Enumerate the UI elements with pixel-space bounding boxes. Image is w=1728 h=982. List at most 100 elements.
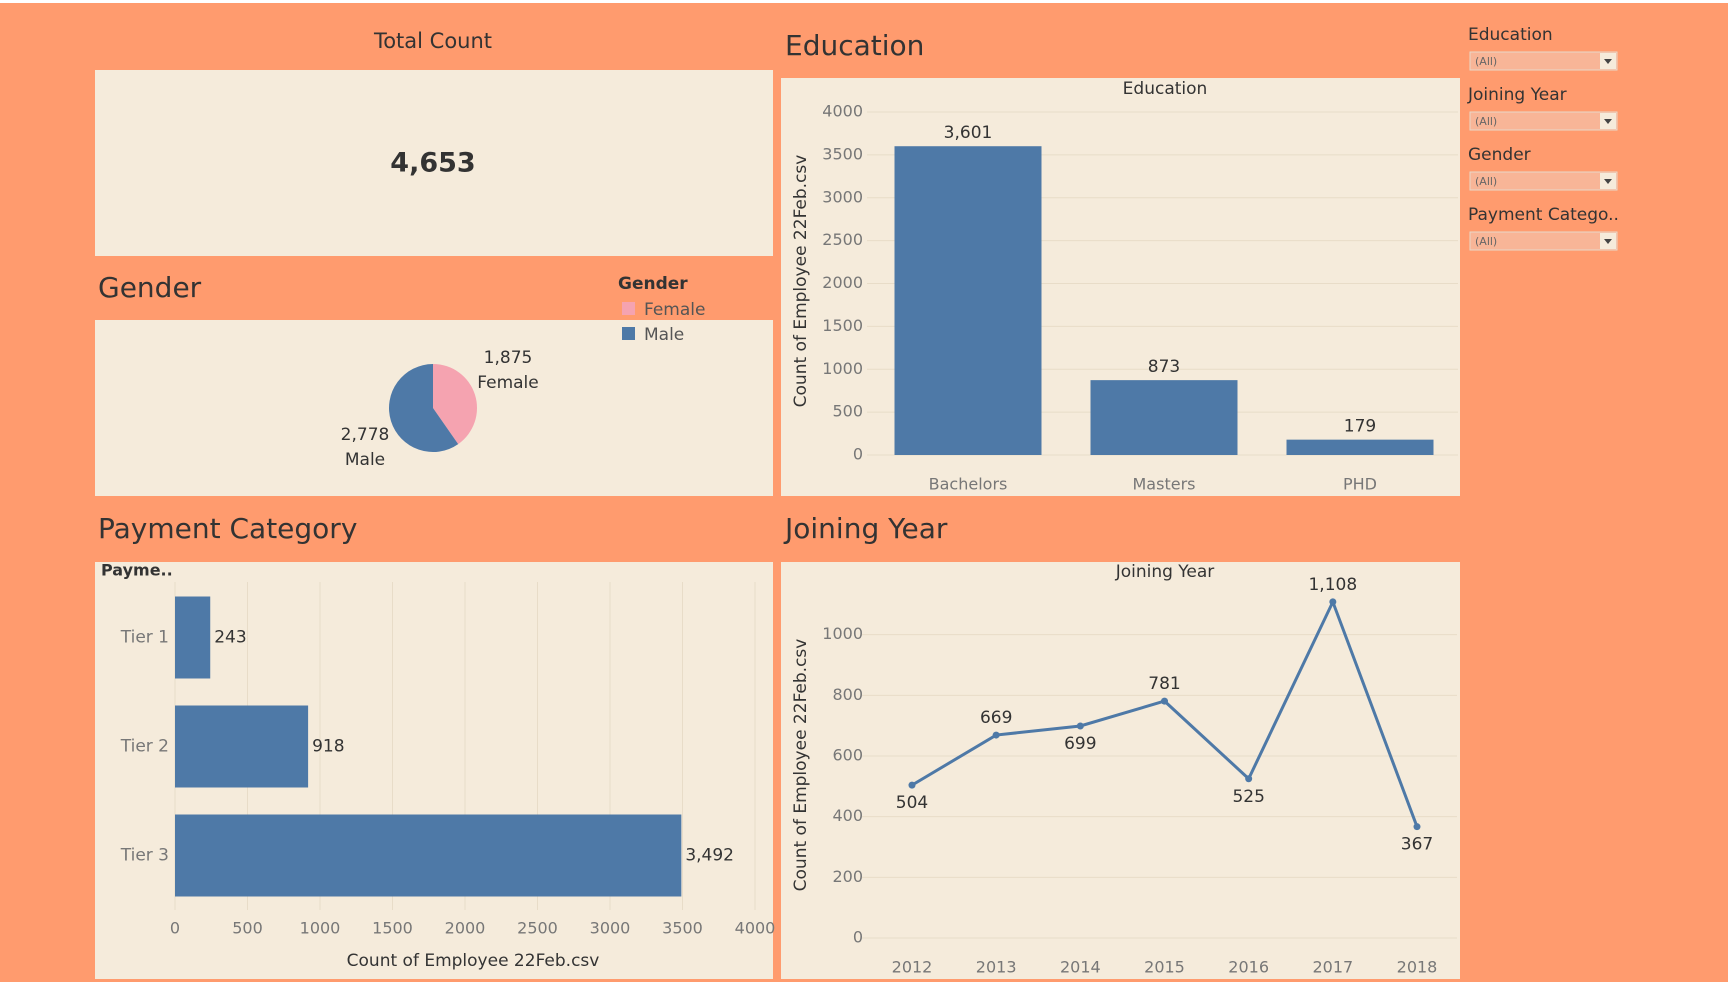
- y-tick-label: 3000: [822, 187, 863, 206]
- total-title: Total Count: [373, 29, 492, 53]
- legend-label: Male: [644, 325, 684, 345]
- y-tick-label: 600: [832, 746, 863, 765]
- section-title: Payment Category: [98, 512, 357, 545]
- bar: [1090, 380, 1238, 455]
- total-panel: [95, 70, 773, 256]
- point: [1413, 823, 1421, 831]
- x-tick-label: 2012: [892, 958, 933, 977]
- axis-header: Payme..: [101, 561, 173, 580]
- point: [1161, 697, 1168, 705]
- filter-value: (All): [1475, 235, 1497, 248]
- filter-label: Gender: [1468, 145, 1531, 165]
- y-axis-label: Count of Employee 22Feb.csv: [791, 639, 811, 892]
- section-title: Joining Year: [783, 512, 948, 545]
- bar-value-label: 243: [214, 628, 246, 648]
- filter-dropdown[interactable]: [1469, 231, 1618, 251]
- filter-label: Payment Catego..: [1468, 205, 1619, 225]
- legend-title: Gender: [618, 274, 688, 294]
- point: [1245, 775, 1253, 783]
- x-tick-label: 2015: [1144, 958, 1185, 977]
- bar-value-label: 179: [1344, 417, 1376, 437]
- legend-swatch: [622, 302, 635, 315]
- y-tick-label: Tier 1: [120, 628, 169, 648]
- pie-slice: [389, 364, 459, 452]
- x-tick-label: 2013: [976, 958, 1017, 977]
- slice-category-label: Male: [345, 450, 385, 470]
- slice-value-label: 1,875: [484, 348, 533, 368]
- section-title: Gender: [98, 271, 202, 304]
- y-axis-label: Count of Employee 22Feb.csv: [791, 155, 811, 408]
- chart-title: Education: [1123, 79, 1208, 99]
- y-tick-label: Tier 3: [120, 846, 169, 866]
- x-axis-label: Count of Employee 22Feb.csv: [347, 951, 600, 971]
- point-value-label: 669: [980, 708, 1012, 728]
- y-tick-label: 2500: [822, 230, 863, 249]
- x-tick-label: 2014: [1060, 958, 1101, 977]
- point: [1329, 598, 1337, 606]
- y-tick-label: 0: [853, 928, 863, 947]
- point-value-label: 781: [1148, 674, 1180, 694]
- x-tick-label: 2018: [1397, 958, 1438, 977]
- dropdown-arrow: [1604, 59, 1612, 64]
- y-tick-label: 2000: [822, 273, 863, 292]
- x-tick-label: 500: [232, 919, 263, 938]
- bar-value-label: 3,492: [685, 846, 734, 866]
- y-tick-label: 3500: [822, 144, 863, 163]
- x-tick-label: 2017: [1312, 958, 1353, 977]
- chart-title: Joining Year: [1115, 562, 1215, 582]
- point: [908, 781, 916, 789]
- legend-label: Female: [644, 300, 705, 320]
- legend-swatch: [622, 327, 635, 340]
- bar: [175, 705, 309, 788]
- bar: [1286, 439, 1434, 455]
- dropdown-arrow: [1604, 239, 1612, 244]
- filter-dropdown[interactable]: [1469, 171, 1618, 191]
- y-tick-label: 1000: [822, 359, 863, 378]
- bar-value-label: 3,601: [944, 123, 993, 143]
- y-tick-label: 800: [832, 685, 863, 704]
- filter-value: (All): [1475, 175, 1497, 188]
- x-tick-label: 2500: [517, 919, 558, 938]
- bar: [175, 814, 682, 897]
- pie-slice: [433, 364, 478, 445]
- joining-panel: [781, 562, 1460, 979]
- filter-dropdown[interactable]: [1469, 51, 1618, 71]
- total-value: 4,653: [390, 148, 475, 179]
- x-tick-label: 0: [170, 919, 180, 938]
- y-tick-label: 0: [853, 445, 863, 464]
- point: [1076, 722, 1084, 730]
- x-tick-label: 1500: [372, 919, 413, 938]
- x-tick-label: 2016: [1228, 958, 1269, 977]
- x-tick-label: 2000: [445, 919, 486, 938]
- point: [992, 731, 1000, 739]
- y-tick-label: Tier 2: [120, 737, 169, 757]
- dropdown-arrow: [1604, 179, 1612, 184]
- point-value-label: 367: [1401, 835, 1433, 855]
- filter-dropdown[interactable]: [1469, 111, 1618, 131]
- filter-value: (All): [1475, 115, 1497, 128]
- y-tick-label: 500: [832, 402, 863, 421]
- x-tick-label: 3000: [590, 919, 631, 938]
- x-tick-label: 4000: [735, 919, 776, 938]
- point-value-label: 525: [1232, 787, 1264, 807]
- slice-value-label: 2,778: [341, 425, 390, 445]
- y-tick-label: 200: [832, 867, 863, 886]
- point-value-label: 699: [1064, 734, 1096, 754]
- x-tick-label: 1000: [300, 919, 341, 938]
- point-value-label: 504: [896, 793, 928, 813]
- y-tick-label: 400: [832, 806, 863, 825]
- y-tick-label: 1000: [822, 624, 863, 643]
- y-tick-label: 1500: [822, 316, 863, 335]
- bar: [894, 146, 1042, 456]
- filter-label: Joining Year: [1467, 85, 1567, 105]
- y-tick-label: 4000: [822, 102, 863, 121]
- bar-value-label: 873: [1148, 357, 1180, 377]
- x-tick-label: Masters: [1133, 475, 1196, 494]
- top-border: [0, 0, 1728, 3]
- slice-category-label: Female: [477, 373, 538, 393]
- bar: [175, 596, 211, 679]
- bar-value-label: 918: [312, 737, 344, 757]
- section-title: Education: [785, 29, 924, 62]
